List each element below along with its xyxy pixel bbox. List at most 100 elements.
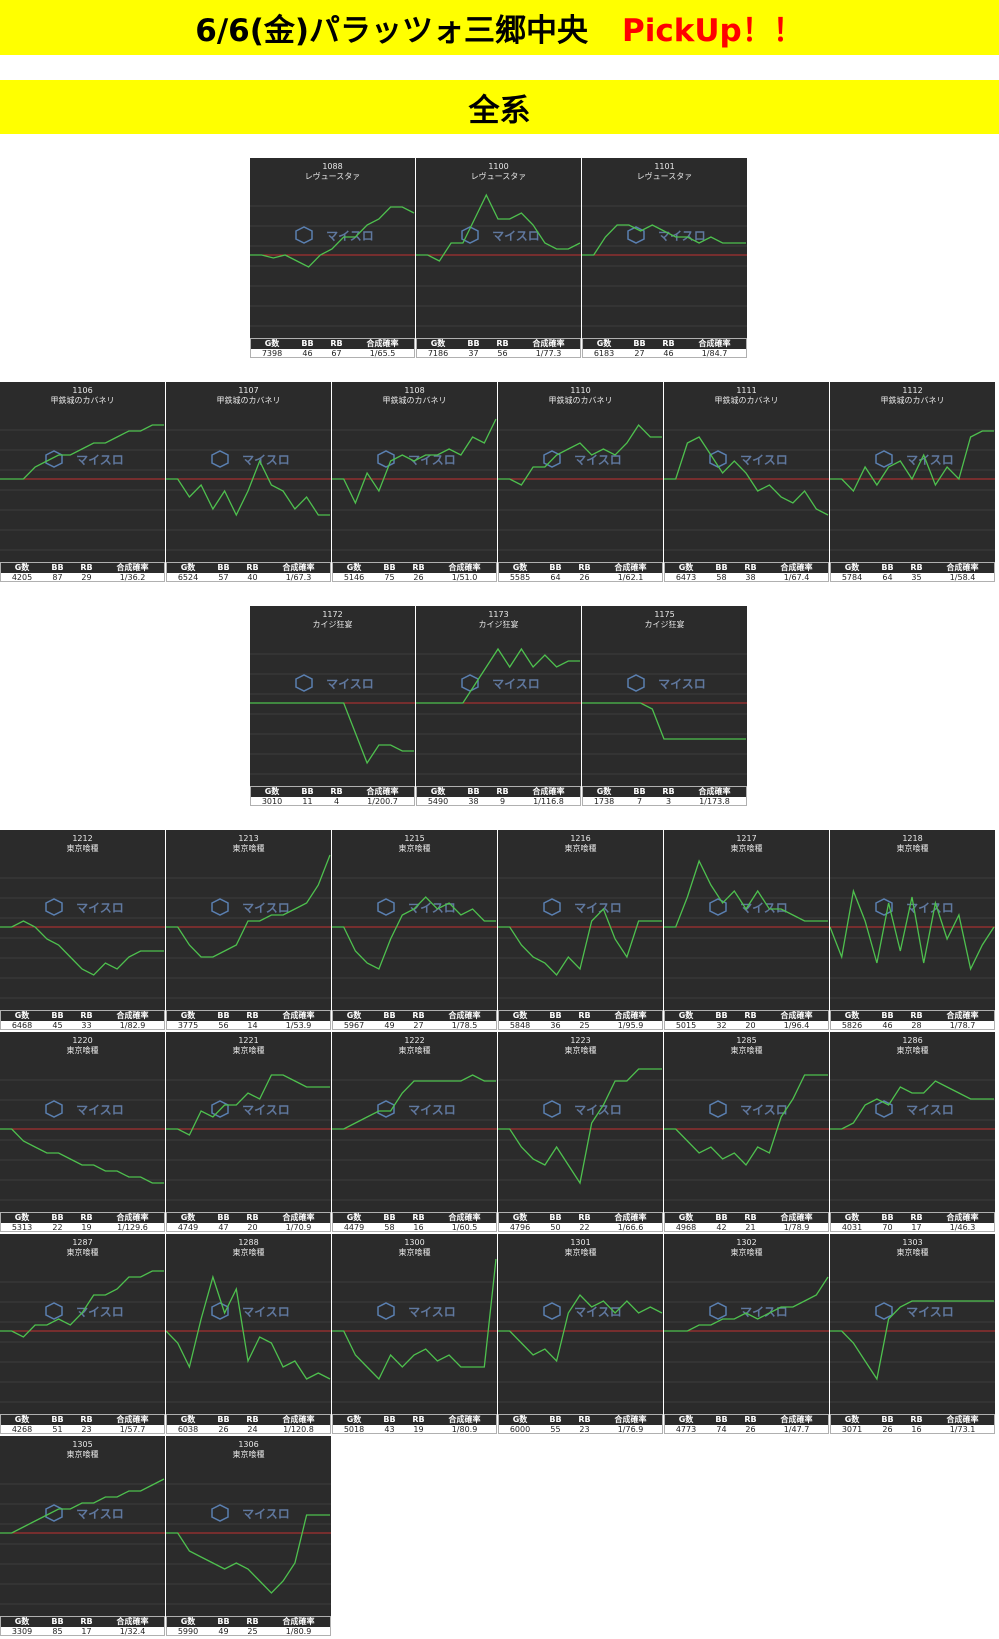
stats-header-row: G数 BB RB 合成確率 xyxy=(831,1011,994,1021)
slump-line xyxy=(416,193,581,262)
slump-line xyxy=(166,1274,331,1380)
stats-header-row: G数 BB RB 合成確率 xyxy=(167,563,330,573)
slump-line xyxy=(250,206,415,268)
value-g: 5990 xyxy=(177,1627,199,1636)
stats-value-row: 5490 38 9 1/116.8 xyxy=(417,797,580,806)
machine-panel: 1175 カイジ狂宴 マイスロ G数 BB RB 合成確率 1738 7 3 1/173.8 xyxy=(582,606,747,806)
header-bb: BB xyxy=(715,1213,728,1222)
stats-value-row: 3309 85 17 1/32.4 xyxy=(1,1627,164,1636)
graph-background xyxy=(664,382,829,562)
value-prob: 1/95.9 xyxy=(617,1021,644,1030)
value-g: 6000 xyxy=(509,1425,531,1434)
slump-line xyxy=(166,459,330,517)
value-g: 1738 xyxy=(593,797,615,806)
watermark-logo-icon xyxy=(543,898,561,916)
value-g: 5585 xyxy=(509,573,531,582)
value-g: 7398 xyxy=(261,349,283,358)
watermark-logo-icon xyxy=(211,450,229,468)
machine-name: 東京喰種 xyxy=(233,1045,265,1055)
header-bb: BB xyxy=(715,1415,728,1424)
machine-panel: 1106 甲鉄城のカバネリ マイスロ G数 BB RB 合成確率 4205 87 29 1/36.2 xyxy=(0,382,165,582)
value-g: 5015 xyxy=(675,1021,697,1030)
value-bb: 26 xyxy=(218,1425,229,1434)
header-bb: BB xyxy=(217,1415,230,1424)
watermark-logo-icon xyxy=(211,1100,229,1118)
header-bb: BB xyxy=(715,1011,728,1020)
value-rb: 17 xyxy=(81,1627,92,1636)
stats-header-row: G数 BB RB 合成確率 xyxy=(665,563,828,573)
header-bb: BB xyxy=(217,1213,230,1222)
value-prob: 1/116.8 xyxy=(533,797,564,806)
machine-name: 東京喰種 xyxy=(897,1247,929,1257)
header-g: G数 xyxy=(14,1011,30,1020)
machine-number: 1213 xyxy=(238,834,258,843)
stats-header-row: G数 BB RB 合成確率 xyxy=(1,1415,164,1425)
stats-header-row: G数 BB RB 合成確率 xyxy=(1,1011,164,1021)
section-title: 全系 xyxy=(468,92,531,129)
value-prob: 1/46.3 xyxy=(949,1223,976,1232)
slump-line xyxy=(582,224,746,256)
value-prob: 1/73.1 xyxy=(949,1425,976,1434)
watermark-text: マイスロ xyxy=(76,1103,124,1117)
stats-table: G数 BB RB 合成確率 7398 46 67 1/65.5 xyxy=(250,338,415,358)
header-g: G数 xyxy=(596,787,612,796)
header-g: G数 xyxy=(430,787,446,796)
machine-number: 1220 xyxy=(72,1036,92,1045)
stats-table: G数 BB RB 合成確率 4968 42 21 1/78.9 xyxy=(664,1212,829,1232)
value-bb: 22 xyxy=(52,1223,63,1232)
stats-header-row: G数 BB RB 合成確率 xyxy=(831,563,994,573)
machine-panel: 1108 甲鉄城のカバネリ マイスロ G数 BB RB 合成確率 5146 75 26 1/51.0 xyxy=(332,382,497,582)
stats-header-row: G数 BB RB 合成確率 xyxy=(499,1213,662,1223)
graph-background xyxy=(830,1234,995,1414)
header-prob: 合成確率 xyxy=(614,1213,647,1222)
header-g: G数 xyxy=(14,563,30,572)
slump-line xyxy=(332,1074,496,1130)
header-rb: RB xyxy=(662,787,675,796)
value-bb: 49 xyxy=(384,1021,395,1030)
watermark-logo-icon xyxy=(377,898,395,916)
slump-line xyxy=(498,907,662,977)
watermark-text: マイスロ xyxy=(740,901,788,915)
watermark-logo-icon xyxy=(875,898,893,916)
header-prob: 合成確率 xyxy=(282,1011,315,1020)
machine-number: 1172 xyxy=(322,610,342,619)
value-g: 4773 xyxy=(675,1425,697,1434)
machine-number: 1287 xyxy=(72,1238,92,1247)
stats-table: G数 BB RB 合成確率 5848 36 25 1/95.9 xyxy=(498,1010,663,1030)
value-bb: 58 xyxy=(716,573,727,582)
header-bb: BB xyxy=(51,1415,64,1424)
header-prob: 合成確率 xyxy=(532,787,565,796)
watermark-text: マイスロ xyxy=(242,1507,290,1521)
machine-name: 東京喰種 xyxy=(67,1449,99,1459)
watermark-logo-icon xyxy=(543,1100,561,1118)
header-g: G数 xyxy=(678,1011,694,1020)
stats-table: G数 BB RB 合成確率 5313 22 19 1/129.6 xyxy=(0,1212,165,1232)
watermark-logo-icon xyxy=(709,1302,727,1320)
value-bb: 42 xyxy=(716,1223,727,1232)
value-bb: 75 xyxy=(384,573,395,582)
stats-header-row: G数 BB RB 合成確率 xyxy=(333,563,496,573)
watermark-logo-icon xyxy=(45,898,63,916)
slump-line xyxy=(664,1074,828,1167)
stats-table: G数 BB RB 合成確率 6473 58 38 1/67.4 xyxy=(664,562,829,582)
watermark-text: マイスロ xyxy=(408,901,456,915)
stats-value-row: 4773 74 26 1/47.7 xyxy=(665,1425,828,1434)
header-bb: BB xyxy=(633,787,646,796)
stats-table: G数 BB RB 合成確率 4796 50 22 1/66.6 xyxy=(498,1212,663,1232)
value-rb: 26 xyxy=(745,1425,756,1434)
machine-number: 1301 xyxy=(570,1238,590,1247)
watermark-logo-icon xyxy=(45,1504,63,1522)
header-prob: 合成確率 xyxy=(448,1011,481,1020)
slump-line xyxy=(664,1276,829,1332)
value-rb: 4 xyxy=(333,797,340,806)
